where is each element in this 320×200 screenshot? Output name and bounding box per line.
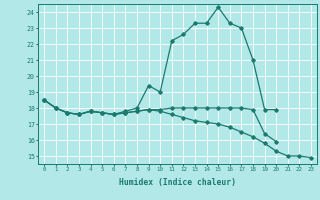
X-axis label: Humidex (Indice chaleur): Humidex (Indice chaleur) — [119, 178, 236, 187]
